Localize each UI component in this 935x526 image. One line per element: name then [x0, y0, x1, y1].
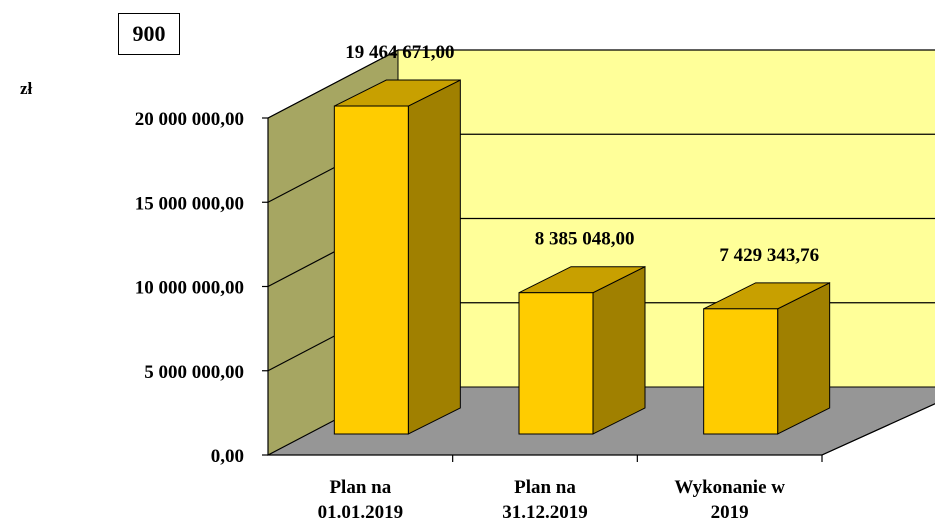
y-tick-label: 0,00 — [211, 446, 244, 467]
bar-side — [777, 282, 831, 435]
y-tick-label: 15 000 000,00 — [135, 193, 244, 214]
bar-front — [703, 308, 779, 435]
x-tick-label: 01.01.2019 — [318, 502, 404, 523]
bar-front — [518, 292, 594, 435]
y-tick-label: 10 000 000,00 — [135, 278, 244, 299]
chart-badge: 900 — [118, 13, 180, 55]
gridline-side — [267, 49, 399, 119]
x-tick-label: 31.12.2019 — [502, 502, 588, 523]
y-axis-label: zł — [20, 79, 33, 98]
bar — [518, 265, 646, 435]
bar-side — [592, 265, 646, 435]
x-tick-label: Plan na — [514, 477, 576, 498]
data-label: 7 429 343,76 — [719, 245, 819, 266]
x-tick-label: Plan na — [329, 477, 391, 498]
data-label: 8 385 048,00 — [535, 229, 635, 250]
x-tick-label: Wykonanie w — [674, 477, 785, 498]
bar-side — [407, 79, 461, 435]
bar — [333, 79, 461, 435]
bar — [703, 282, 831, 435]
floor-edge-right — [821, 403, 935, 456]
x-tick-label: 2019 — [711, 502, 749, 523]
bar-front — [333, 105, 409, 435]
y-tick-label: 5 000 000,00 — [144, 362, 244, 383]
data-label: 19 464 671,00 — [345, 42, 454, 63]
y-tick-label: 20 000 000,00 — [135, 109, 244, 130]
